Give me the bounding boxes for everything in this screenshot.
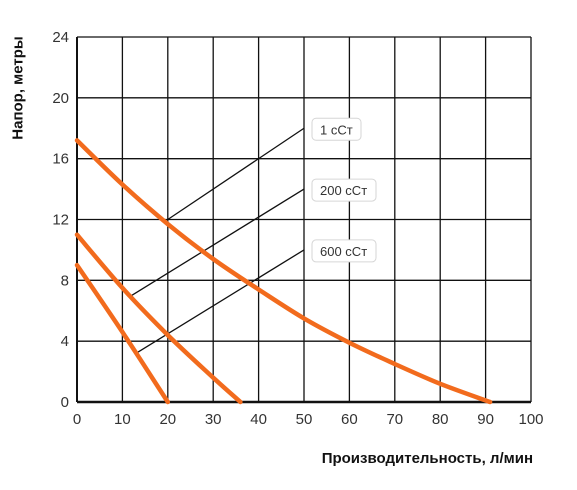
y-axis-title: Напор, метры bbox=[9, 36, 27, 140]
series-label: 1 сСт bbox=[311, 117, 362, 141]
x-tick-label: 20 bbox=[159, 411, 176, 428]
series-label: 600 сСт bbox=[311, 239, 377, 263]
series-label-text: 600 сСт bbox=[320, 244, 367, 259]
x-tick-label: 30 bbox=[205, 411, 222, 428]
series-line-3 bbox=[74, 262, 171, 405]
x-tick-label: 100 bbox=[518, 411, 543, 428]
x-tick-labels: 0 10 20 30 40 50 60 70 80 90 100 bbox=[73, 411, 544, 428]
x-tick-label: 0 bbox=[73, 411, 81, 428]
series-labels: 1 сСт 200 сСт 600 сСт bbox=[311, 117, 377, 263]
series-line-2 bbox=[74, 232, 243, 405]
x-tick-label: 10 bbox=[114, 411, 131, 428]
x-axis-title: Производительность, л/мин bbox=[321, 450, 533, 467]
x-tick-label: 80 bbox=[432, 411, 449, 428]
series-label-box bbox=[311, 178, 377, 202]
y-tick-label: 0 bbox=[61, 394, 69, 411]
series-label: 200 сСт bbox=[311, 178, 377, 202]
y-tick-label: 12 bbox=[52, 212, 69, 229]
x-tick-label: 70 bbox=[386, 411, 403, 428]
x-tick-label: 60 bbox=[341, 411, 358, 428]
x-tick-label: 50 bbox=[296, 411, 313, 428]
y-tick-label: 8 bbox=[61, 272, 69, 289]
y-tick-label: 4 bbox=[61, 333, 69, 350]
series-line-1 bbox=[74, 138, 493, 405]
y-axis-title-wrap: Напор, метры bbox=[0, 0, 36, 490]
y-tick-label: 16 bbox=[52, 151, 69, 168]
series-lines bbox=[74, 138, 493, 405]
y-tick-labels: 0 4 8 12 16 20 24 bbox=[52, 29, 69, 411]
series-label-box bbox=[311, 117, 362, 141]
leader-lines bbox=[131, 127, 305, 354]
x-tick-label: 90 bbox=[477, 411, 494, 428]
x-tick-label: 40 bbox=[250, 411, 267, 428]
series-label-box bbox=[311, 239, 377, 263]
grid bbox=[76, 36, 532, 404]
series-label-text: 1 сСт bbox=[320, 122, 353, 137]
y-tick-label: 24 bbox=[52, 29, 69, 46]
series-label-text: 200 сСт bbox=[320, 183, 367, 198]
leader-line bbox=[135, 249, 305, 354]
leader-line bbox=[131, 188, 305, 297]
leader-line bbox=[167, 127, 305, 221]
y-tick-label: 20 bbox=[52, 90, 69, 107]
